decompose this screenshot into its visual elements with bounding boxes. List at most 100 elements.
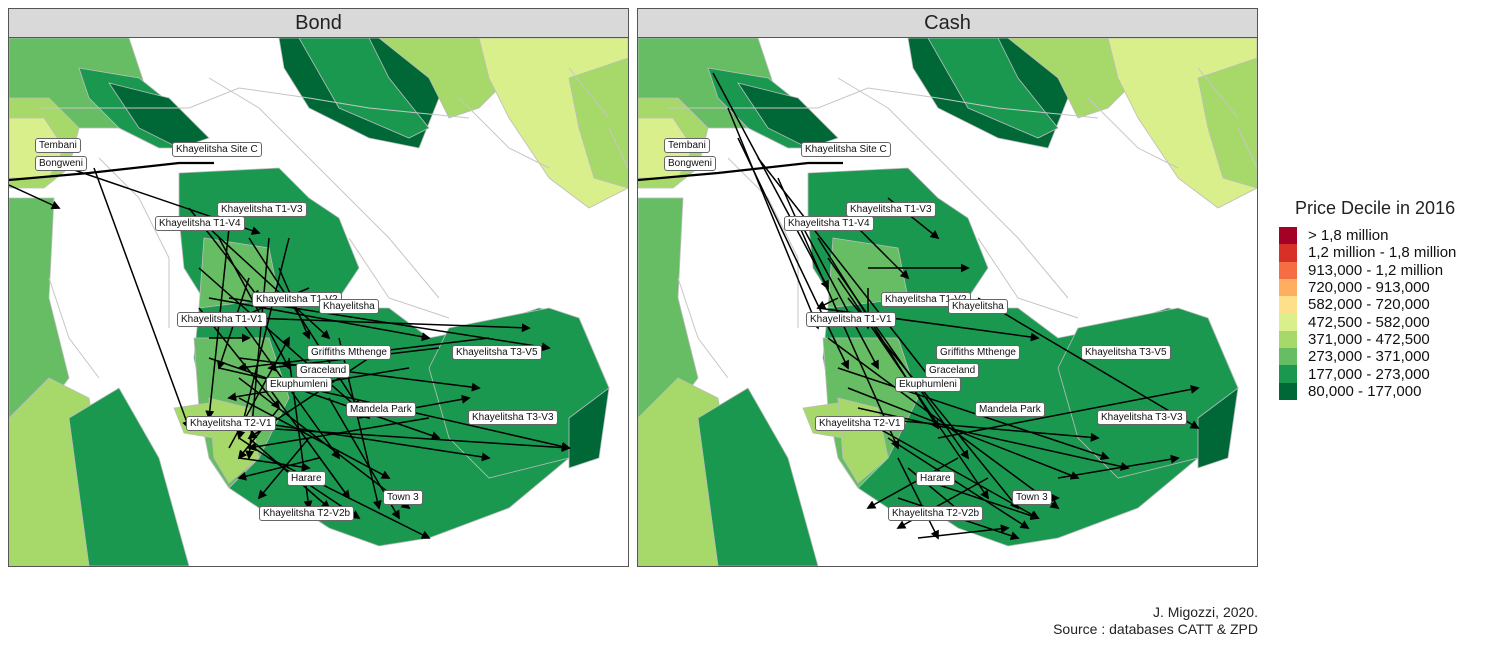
place-label: Khayelitsha T2-V2b (888, 506, 984, 521)
move-arrow (9, 184, 61, 210)
panel-title-cash: Cash (637, 8, 1258, 38)
legend-item: 371,000 - 472,500 (1279, 330, 1494, 349)
suburb-polygon (697, 387, 819, 566)
legend-item: 1,2 million - 1,8 million (1279, 244, 1494, 262)
place-label: Mandela Park (346, 402, 416, 417)
place-label: Town 3 (1012, 490, 1052, 505)
boundary-line (208, 77, 440, 299)
legend-swatch (1279, 227, 1297, 245)
legend-label: 913,000 - 1,2 million (1308, 261, 1444, 279)
boundary-line (1087, 97, 1179, 169)
place-label: Graceland (296, 363, 351, 378)
legend-swatch (1279, 244, 1297, 262)
legend-item: 80,000 - 177,000 (1279, 382, 1494, 400)
move-arrow (827, 337, 1060, 510)
place-label: Khayelitsha (948, 299, 1008, 314)
legend-item: 720,000 - 913,000 (1279, 278, 1494, 297)
place-label: Khayelitsha Site C (172, 142, 262, 157)
boundary-line (48, 277, 100, 379)
cash-map-canvas (638, 38, 1257, 566)
move-arrow (867, 417, 1100, 442)
place-label: Khayelitsha T3-V3 (1097, 410, 1187, 425)
move-arrow (816, 297, 839, 309)
move-arrow (977, 297, 1200, 429)
move-arrow (208, 357, 441, 440)
legend-item: 273,000 - 371,000 (1279, 348, 1494, 366)
boundary-line (568, 67, 610, 119)
legend-title: Price Decile in 2016 (1295, 198, 1456, 218)
suburb-polygon (298, 38, 430, 139)
legend-swatch (1279, 365, 1297, 383)
move-arrow (238, 397, 391, 479)
place-label: Khayelitsha (319, 299, 379, 314)
panel-title-bond: Bond (8, 8, 629, 38)
place-label: Khayelitsha T1-V1 (177, 312, 267, 327)
legend-item: 472,500 - 582,000 (1279, 313, 1494, 331)
move-arrow (208, 297, 431, 342)
source-line: Source : databases CATT & ZPD (1053, 621, 1258, 637)
place-label: Tembani (35, 138, 81, 153)
move-arrow (877, 427, 1040, 519)
legend-label: 80,000 - 177,000 (1308, 382, 1422, 400)
suburb-polygon (68, 387, 190, 566)
place-label: Tembani (664, 138, 710, 153)
suburb-polygon (568, 57, 628, 189)
boundary-line (608, 127, 628, 169)
legend-swatch (1279, 296, 1297, 314)
place-label: Khayelitsha T3-V3 (468, 410, 558, 425)
place-label: Khayelitsha T2-V1 (815, 416, 905, 431)
legend-swatch (1279, 330, 1297, 349)
legend-items: > 1,8 million 1,2 million - 1,8 million 91… (1279, 227, 1494, 400)
place-label: Khayelitsha T3-V5 (452, 345, 542, 360)
move-arrow (757, 157, 940, 390)
move-arrow (917, 524, 1010, 539)
move-arrow (712, 72, 829, 290)
suburb-polygon (638, 197, 699, 419)
place-label: Graceland (925, 363, 980, 378)
place-label: Ekuphumleni (895, 377, 961, 392)
boundary-line (348, 237, 450, 319)
place-label: Mandela Park (975, 402, 1045, 417)
place-label: Town 3 (383, 490, 423, 505)
legend-label: > 1,8 million (1308, 227, 1389, 245)
move-arrow (797, 217, 879, 370)
suburb-polygon (1197, 387, 1239, 469)
place-label: Khayelitsha T2-V1 (186, 416, 276, 431)
place-label: Bongweni (35, 156, 87, 171)
legend-label: 472,500 - 582,000 (1308, 313, 1430, 331)
price-legend: Price Decile in 2016 > 1,8 million 1,2 mi… (1279, 198, 1494, 400)
legend-label: 1,2 million - 1,8 million (1308, 244, 1457, 262)
legend-label: 720,000 - 913,000 (1308, 279, 1430, 297)
legend-item: 582,000 - 720,000 (1279, 296, 1494, 314)
railway-line (9, 161, 214, 182)
boundary-line (39, 87, 470, 119)
place-label: Khayelitsha Site C (801, 142, 891, 157)
move-arrow (887, 437, 1030, 529)
place-label: Ekuphumleni (266, 377, 332, 392)
place-label: Khayelitsha T1-V1 (806, 312, 896, 327)
place-label: Harare (287, 471, 326, 486)
place-label: Khayelitsha T1-V4 (784, 216, 874, 231)
move-arrow (847, 297, 1020, 510)
source-note: J. Migozzi, 2020. Source : databases CAT… (1053, 604, 1258, 638)
move-arrow (857, 227, 910, 280)
boundary-line (677, 277, 729, 379)
legend-swatch (1279, 313, 1297, 331)
bond-map[interactable]: Tembani Bongweni Khayelitsha Site C Khayeli… (8, 37, 629, 567)
legend-item: 913,000 - 1,2 million (1279, 261, 1494, 279)
move-arrow (237, 457, 320, 481)
place-label: Khayelitsha T1-V3 (846, 202, 936, 217)
place-label: Griffiths Mthenge (936, 345, 1020, 360)
legend-label: 177,000 - 273,000 (1308, 365, 1430, 383)
move-arrow (93, 167, 191, 430)
move-arrow (268, 387, 351, 500)
boundary-line (977, 237, 1079, 319)
cash-map[interactable]: Tembani Bongweni Khayelitsha Site C Khayeli… (637, 37, 1258, 567)
boundary-line (98, 157, 170, 328)
boundary-line (1197, 67, 1239, 119)
suburb-polygon (1197, 57, 1257, 189)
legend-item: > 1,8 million (1279, 227, 1494, 245)
move-arrow (866, 457, 959, 509)
legend-swatch (1279, 261, 1297, 279)
author-line: J. Migozzi, 2020. (1152, 604, 1258, 620)
